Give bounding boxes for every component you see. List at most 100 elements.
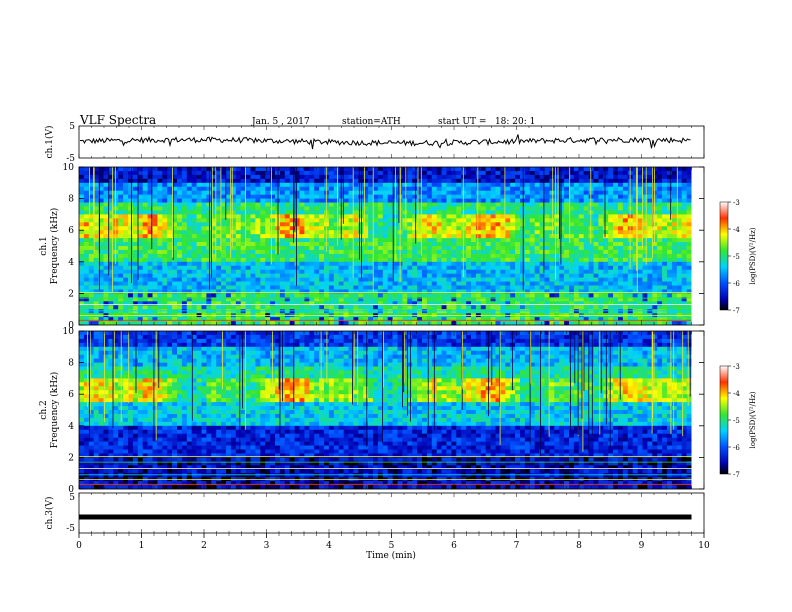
spectrogram-cell: [622, 238, 629, 243]
spectrogram-cell: [632, 269, 638, 274]
spectrogram-cell: [603, 265, 609, 270]
spectrogram-cell: [137, 317, 143, 322]
spectrogram-cell: [162, 317, 168, 322]
spectrogram-cell: [608, 293, 614, 298]
spectrogram-cell: [559, 277, 565, 282]
spectrogram-cell: [490, 230, 496, 235]
spectrogram-cell: [490, 210, 496, 215]
spectrogram-cell: [598, 167, 604, 172]
spectrogram-cell: [524, 309, 531, 314]
spectrogram-cell: [613, 230, 619, 235]
spectrogram-cell: [211, 249, 217, 255]
spectrogram-cell: [647, 238, 653, 243]
spectrogram-cell: [377, 230, 384, 235]
spectrogram-cell: [588, 273, 594, 278]
spectrogram-cell: [142, 198, 148, 203]
spectrogram-cell: [191, 281, 197, 286]
spectrogram-cell: [598, 297, 604, 302]
spectrogram-cell: [583, 190, 589, 195]
spectrogram-cell: [152, 317, 158, 322]
spectrogram-cell: [279, 174, 286, 180]
spectrogram-cell: [598, 222, 604, 227]
spectrogram-cell: [490, 222, 496, 227]
spectrogram-cell: [671, 317, 678, 322]
spectrogram-cell: [167, 218, 173, 223]
spectrogram-cell: [279, 277, 286, 282]
spectrogram-cell: [461, 265, 467, 270]
spectrogram-cell: [387, 182, 393, 188]
spectrogram-cell: [407, 170, 413, 176]
spectrogram-cell: [211, 321, 217, 326]
spectrogram-cell: [177, 317, 183, 322]
spectrogram-cell: [569, 277, 575, 282]
spectrogram-cell: [93, 218, 99, 223]
spectrogram-cell: [167, 230, 173, 235]
spectrogram-cell: [524, 317, 531, 322]
spectrogram-cell: [387, 246, 393, 251]
spectrogram-cell: [206, 317, 212, 322]
spectrogram-cell: [201, 293, 207, 298]
spectrogram-cell: [471, 167, 477, 172]
spectrogram-cell: [279, 265, 286, 270]
spectrogram-cell: [632, 194, 638, 199]
spectrogram-cell: [348, 297, 354, 302]
spectrogram-cell: [245, 174, 251, 180]
spectrogram-cell: [279, 317, 286, 322]
spectrogram-cell: [583, 170, 589, 176]
spectrogram-cell: [485, 190, 491, 195]
spectrogram-cell: [583, 218, 589, 223]
spectrogram-cell: [475, 210, 482, 215]
spectrogram-cell: [559, 249, 565, 255]
spectrogram-cell: [657, 174, 663, 180]
spectrogram-cell: [167, 297, 173, 302]
spectrogram-cell: [260, 269, 266, 274]
spectrogram-cell: [559, 289, 565, 294]
spectrogram-cell: [230, 170, 237, 176]
spectrogram-cell: [201, 289, 207, 294]
spectrogram-cell: [412, 214, 418, 219]
spectrogram-cell: [108, 194, 114, 199]
spectrogram-cell: [270, 226, 276, 231]
spectrogram-cell: [123, 218, 129, 223]
spectrogram-cell: [657, 170, 663, 176]
spectrogram-cell: [544, 246, 550, 251]
spectrogram-cell: [608, 210, 614, 215]
spectrogram-cell: [216, 321, 222, 326]
spectrogram-cell: [240, 289, 246, 294]
spectrogram-cell: [226, 289, 232, 294]
spectrogram-cell: [333, 194, 339, 199]
spectrogram-cell: [373, 297, 379, 302]
spectrogram-cell: [377, 273, 384, 278]
spectrogram-cell: [510, 321, 516, 326]
spectrogram-cell: [593, 206, 599, 211]
spectrogram-cell: [534, 253, 540, 259]
spectrogram-cell: [270, 281, 276, 286]
spectrogram-cell: [520, 297, 526, 302]
spectrogram-cell: [309, 281, 315, 286]
spectrogram-cell: [128, 257, 134, 263]
spectrogram-cell: [177, 285, 183, 290]
spectrogram-cell: [475, 182, 482, 188]
spectrogram-cell: [652, 261, 658, 267]
spectrogram-cell: [662, 186, 668, 191]
spectrogram-cell: [216, 198, 222, 203]
spectrogram-cell: [289, 253, 295, 259]
spectrogram-cell: [255, 182, 261, 188]
spectrogram-cell: [412, 257, 418, 263]
spectrogram-cell: [593, 242, 599, 247]
spectrogram-cell: [353, 222, 359, 227]
spectrogram-cell: [510, 222, 516, 227]
spectrogram-cell: [157, 249, 163, 255]
spectrogram-cell: [245, 186, 251, 191]
spectrogram-cell: [142, 230, 148, 235]
spectrogram-cell: [314, 277, 320, 282]
spectrogram-cell: [216, 317, 222, 322]
spectrogram-cell: [377, 277, 384, 282]
spectrogram-cell: [426, 210, 433, 215]
spectrogram-cell: [319, 293, 325, 298]
spectrogram-cell: [137, 230, 143, 235]
spectrogram-cell: [407, 249, 413, 255]
spectrogram-cell: [284, 305, 290, 310]
spectrogram-cell: [196, 206, 202, 211]
spectrogram-cell: [461, 277, 467, 282]
